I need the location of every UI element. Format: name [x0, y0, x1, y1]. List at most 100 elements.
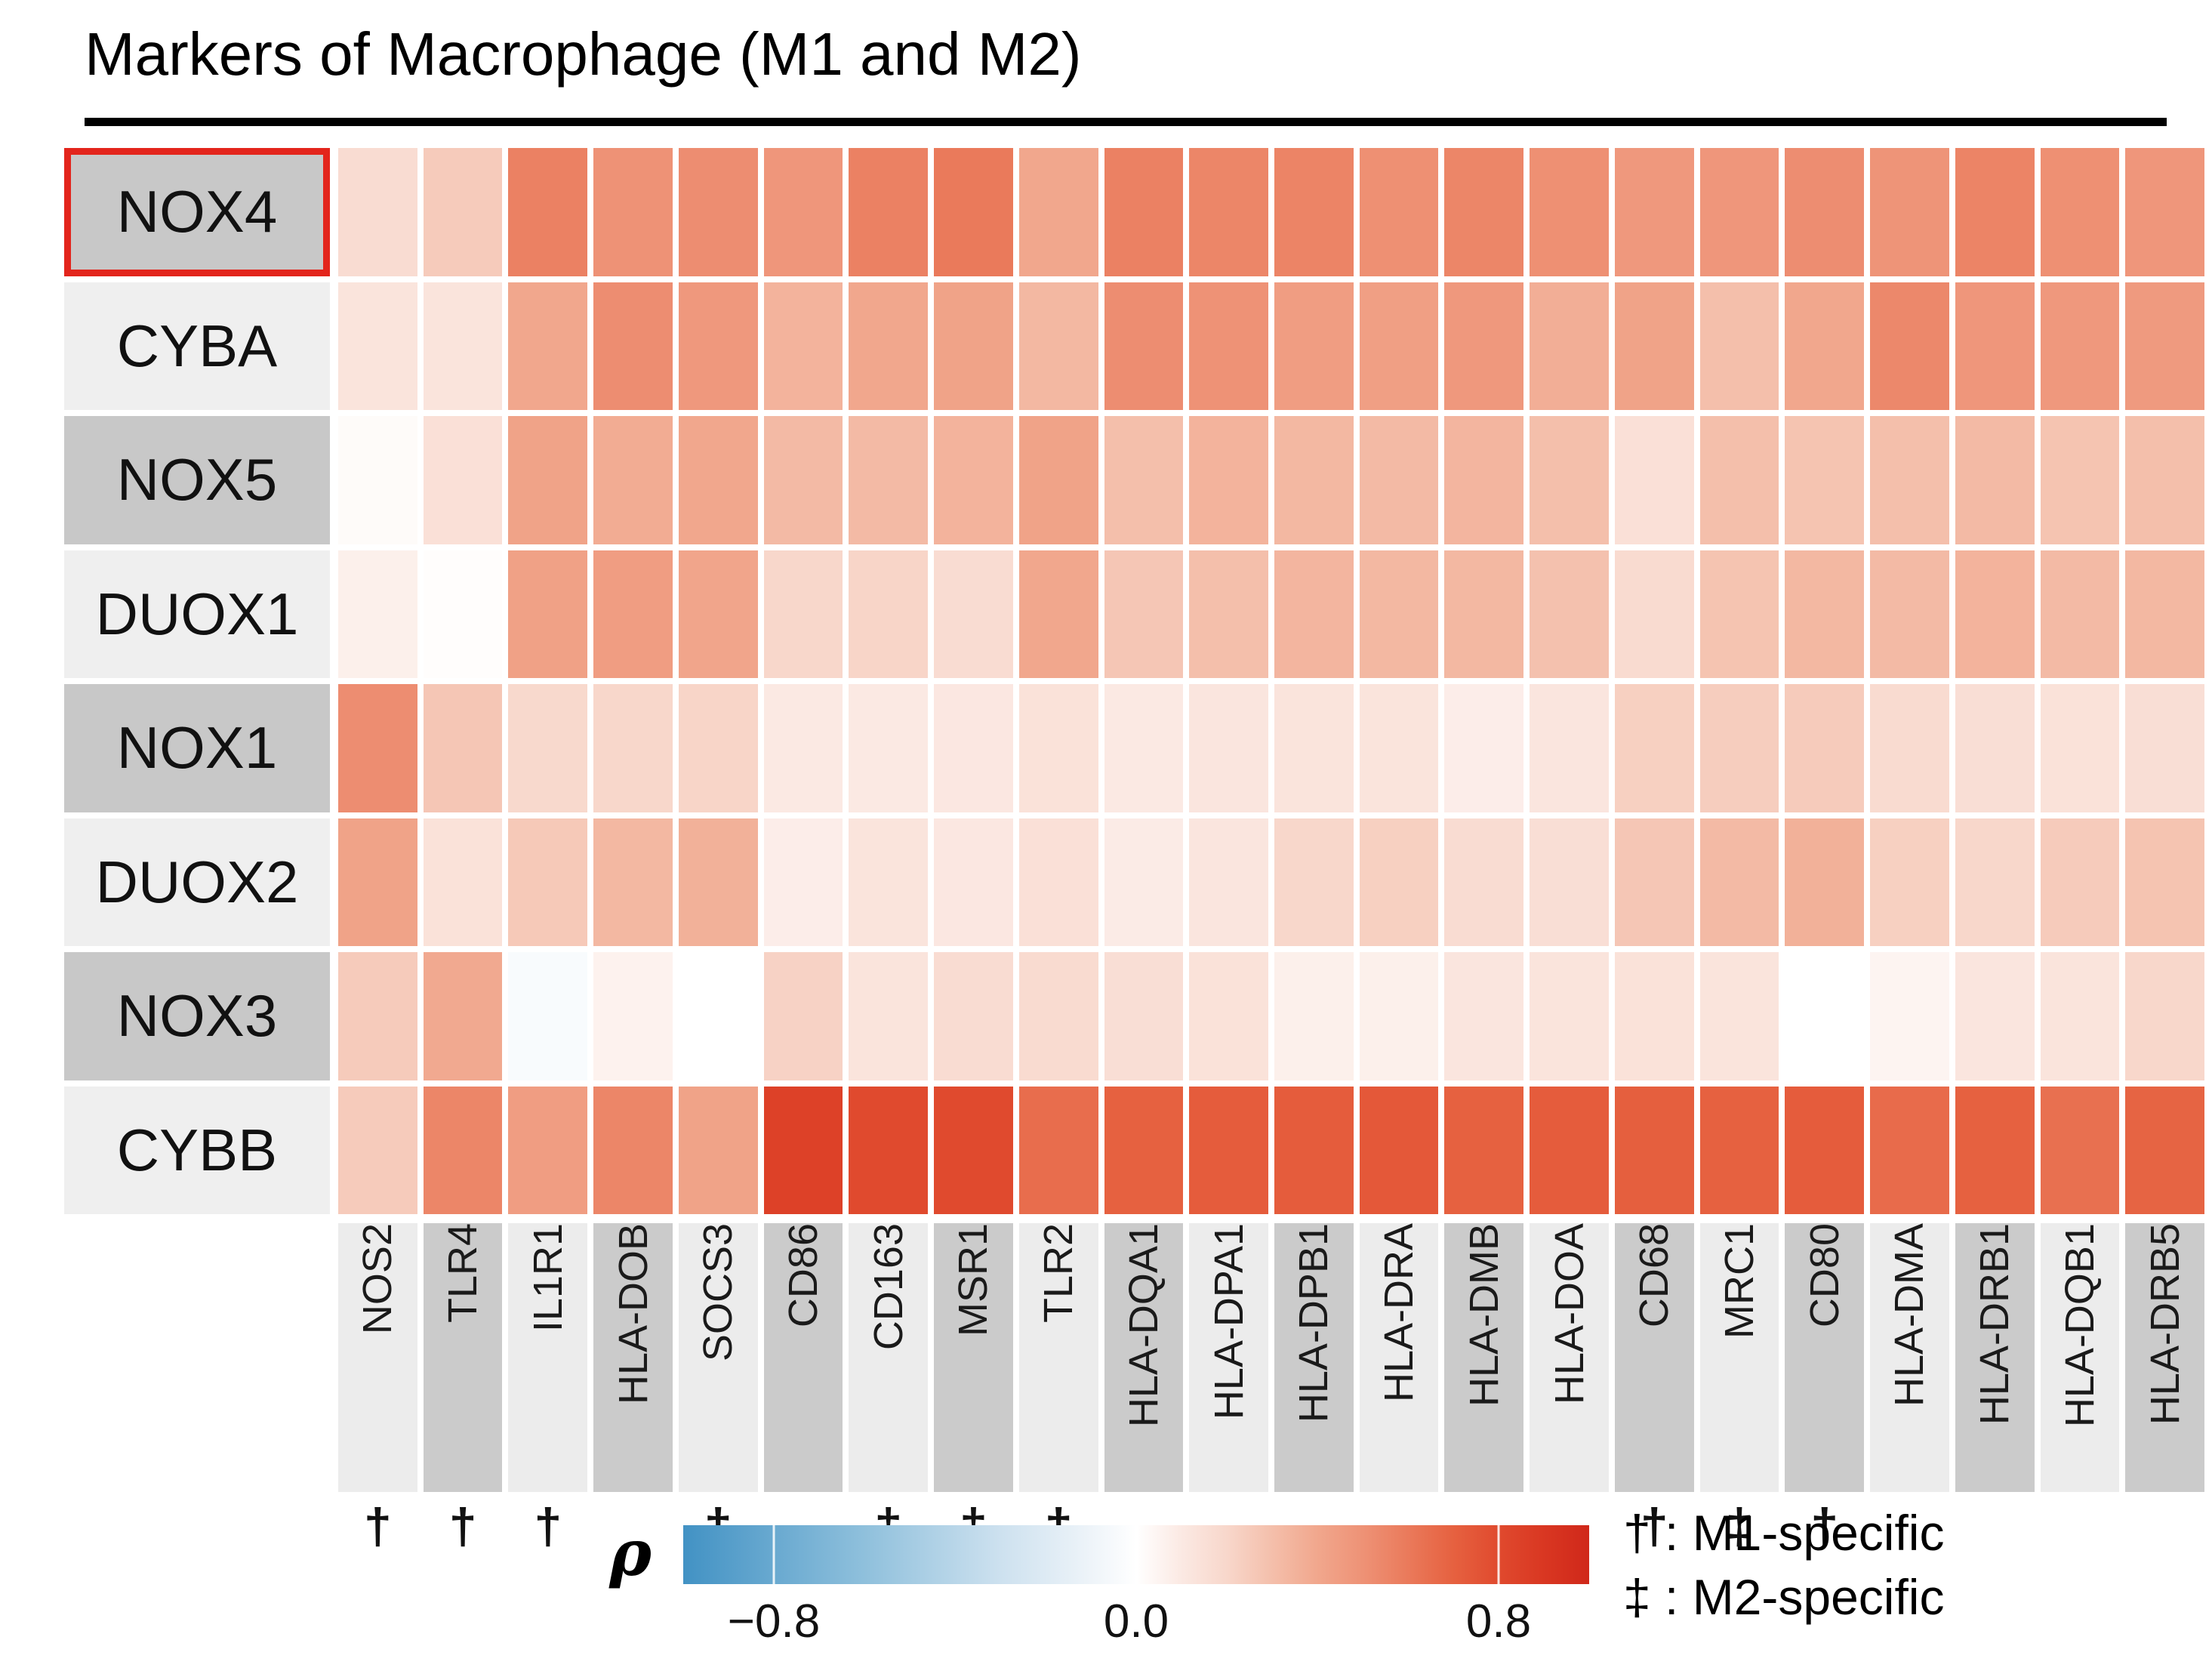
cell-CYBB-SOCS3 [678, 1086, 758, 1214]
cell-DUOX2-HLA-DRB5 [2125, 818, 2204, 946]
cell-CYBA-HLA-DOA [1530, 282, 1609, 410]
row-label-NOX4: NOX4 [64, 148, 330, 276]
cell-NOX3-NOS2 [338, 952, 417, 1080]
cell-NOX4-TLR4 [423, 148, 503, 276]
cell-NOX5-SOCS3 [678, 416, 758, 544]
cell-NOX4-CD80 [1785, 148, 1865, 276]
cell-NOX5-HLA-DOB [593, 416, 673, 544]
cell-NOX5-HLA-DPB1 [1274, 416, 1354, 544]
cell-NOX5-NOS2 [338, 416, 417, 544]
cell-NOX4-MSR1 [934, 148, 1013, 276]
cell-NOX3-CD163 [849, 952, 929, 1080]
marker-none-HLA-DRB5 [2125, 1501, 2204, 1561]
column-label-HLA-DOB: HLA-DOB [593, 1223, 673, 1492]
cell-NOX1-MSR1 [934, 684, 1013, 812]
cell-DUOX2-HLA-DOA [1530, 818, 1609, 946]
title-underline [85, 118, 2167, 126]
column-label-NOS2: NOS2 [338, 1223, 417, 1492]
column-label-HLA-DRB1: HLA-DRB1 [1955, 1223, 2035, 1492]
cell-DUOX1-HLA-DRB1 [1955, 550, 2035, 678]
column-label-TLR4: TLR4 [423, 1223, 503, 1492]
cell-NOX5-HLA-DMA [1870, 416, 1949, 544]
cell-DUOX2-HLA-DRA [1359, 818, 1439, 946]
cell-DUOX1-SOCS3 [678, 550, 758, 678]
cell-CYBB-NOS2 [338, 1086, 417, 1214]
cell-CYBA-HLA-DRB5 [2125, 282, 2204, 410]
cell-NOX1-HLA-DOA [1530, 684, 1609, 812]
cell-CYBB-CD86 [763, 1086, 843, 1214]
column-label-HLA-DMA: HLA-DMA [1870, 1223, 1949, 1492]
cell-DUOX1-CD80 [1785, 550, 1865, 678]
colorbar-tick-label: 0.0 [1103, 1595, 1169, 1648]
cell-NOX5-HLA-DOA [1530, 416, 1609, 544]
cell-DUOX1-CD68 [1614, 550, 1694, 678]
cell-DUOX1-HLA-DRA [1359, 550, 1439, 678]
cell-NOX1-IL1R1 [508, 684, 588, 812]
cell-DUOX1-HLA-DQB1 [2040, 550, 2120, 678]
cell-CYBB-TLR2 [1018, 1086, 1098, 1214]
cell-NOX4-HLA-DOB [593, 148, 673, 276]
column-label-HLA-DQA1: HLA-DQA1 [1104, 1223, 1184, 1492]
cell-CYBB-MRC1 [1699, 1086, 1779, 1214]
column-label-CD80: CD80 [1785, 1223, 1865, 1492]
cell-DUOX2-HLA-DQB1 [2040, 818, 2120, 946]
cell-DUOX2-IL1R1 [508, 818, 588, 946]
row-labels: NOX4 CYBA NOX5 DUOX1 NOX1 DUOX2 NOX3 CYBB [64, 148, 330, 1214]
cell-NOX3-HLA-DQB1 [2040, 952, 2120, 1080]
column-label-HLA-DOA: HLA-DOA [1530, 1223, 1609, 1492]
column-label-TLR2: TLR2 [1018, 1223, 1098, 1492]
cell-NOX4-HLA-DRA [1359, 148, 1439, 276]
heatmap-grid [338, 148, 2204, 1214]
cell-NOX4-HLA-DPB1 [1274, 148, 1354, 276]
cell-DUOX1-HLA-DPA1 [1189, 550, 1268, 678]
cell-CYBB-CD163 [849, 1086, 929, 1214]
cell-NOX1-HLA-DMA [1870, 684, 1949, 812]
cell-DUOX2-CD86 [763, 818, 843, 946]
cell-CYBA-HLA-DQB1 [2040, 282, 2120, 410]
column-label-CD68: CD68 [1614, 1223, 1694, 1492]
cell-CYBB-HLA-DRB5 [2125, 1086, 2204, 1214]
cell-NOX5-CD80 [1785, 416, 1865, 544]
cell-NOX1-TLR4 [423, 684, 503, 812]
marker-m1-TLR4: † [448, 1498, 477, 1554]
cell-NOX3-HLA-DOA [1530, 952, 1609, 1080]
cell-NOX1-MRC1 [1699, 684, 1779, 812]
cell-NOX4-HLA-DOA [1530, 148, 1609, 276]
cell-NOX4-HLA-DQB1 [2040, 148, 2120, 276]
cell-NOX3-HLA-DPA1 [1189, 952, 1268, 1080]
cell-NOX3-CD80 [1785, 952, 1865, 1080]
cell-NOX1-HLA-DRB5 [2125, 684, 2204, 812]
cell-NOX5-CD86 [763, 416, 843, 544]
column-label-CD163: CD163 [849, 1223, 929, 1492]
cell-NOX4-HLA-DQA1 [1104, 148, 1184, 276]
cell-NOX1-HLA-DQB1 [2040, 684, 2120, 812]
cell-NOX3-CD86 [763, 952, 843, 1080]
cell-DUOX2-MSR1 [934, 818, 1013, 946]
cell-NOX4-HLA-DMB [1444, 148, 1524, 276]
column-labels: NOS2 TLR4 IL1R1 HLA-DOB SOCS3 CD86 CD163 MSR1 TL… [338, 1223, 2204, 1492]
cell-CYBB-CD80 [1785, 1086, 1865, 1214]
cell-CYBA-HLA-DOB [593, 282, 673, 410]
cell-DUOX1-HLA-DRB5 [2125, 550, 2204, 678]
cell-DUOX2-NOS2 [338, 818, 417, 946]
cell-CYBA-SOCS3 [678, 282, 758, 410]
cell-NOX5-MSR1 [934, 416, 1013, 544]
cell-CYBA-CD68 [1614, 282, 1694, 410]
cell-NOX4-IL1R1 [508, 148, 588, 276]
cell-CYBB-TLR4 [423, 1086, 503, 1214]
cell-CYBA-MSR1 [934, 282, 1013, 410]
marker-none-HLA-DRB1 [1955, 1501, 2035, 1561]
marker-m1-CD68: † [1640, 1498, 1668, 1554]
marker-m1-NOS2: † [364, 1498, 392, 1554]
cell-CYBB-CD68 [1614, 1086, 1694, 1214]
cell-NOX3-CD68 [1614, 952, 1694, 1080]
cell-DUOX2-HLA-DMA [1870, 818, 1949, 946]
cell-CYBB-MSR1 [934, 1086, 1013, 1214]
cell-NOX4-CD163 [849, 148, 929, 276]
column-label-CD86: CD86 [763, 1223, 843, 1492]
colorbar [683, 1525, 1589, 1584]
cell-NOX3-HLA-DMB [1444, 952, 1524, 1080]
cell-CYBA-HLA-DPA1 [1189, 282, 1268, 410]
cell-DUOX1-CD163 [849, 550, 929, 678]
cell-NOX3-MSR1 [934, 952, 1013, 1080]
